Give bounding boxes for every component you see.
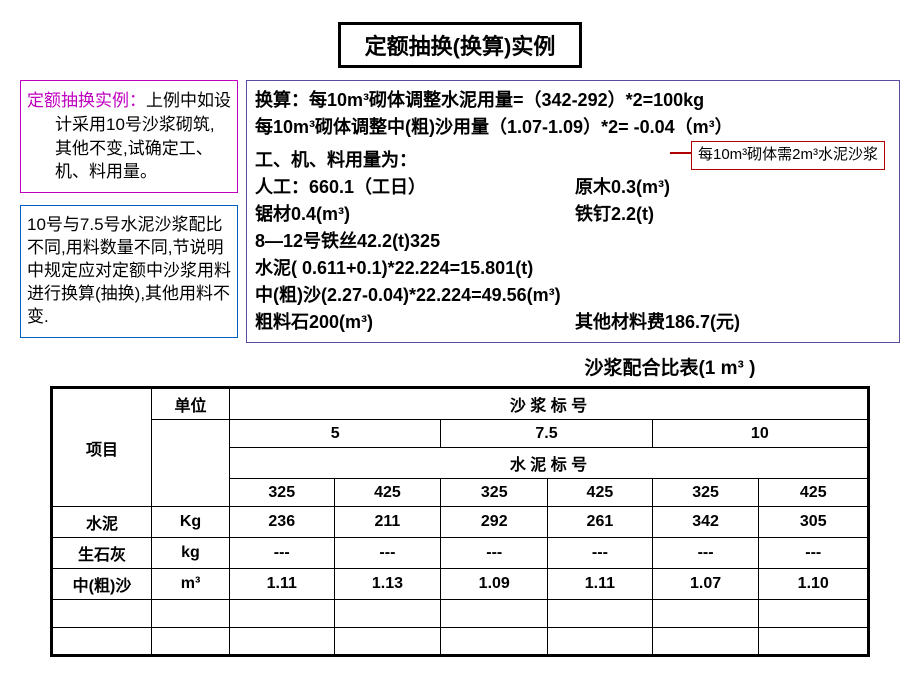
r0-4: 342 bbox=[652, 507, 759, 538]
table-row: 中(粗)沙 m³ 1.11 1.13 1.09 1.11 1.07 1.10 bbox=[52, 569, 869, 600]
r0-0: 236 bbox=[230, 507, 335, 538]
r0-u: Kg bbox=[152, 507, 230, 538]
th-item: 项目 bbox=[52, 388, 152, 507]
table-row bbox=[52, 628, 869, 656]
r1-0: --- bbox=[230, 538, 335, 569]
table-title: 沙浆配合比表(1 m³ ) bbox=[20, 353, 900, 380]
table-row bbox=[52, 600, 869, 628]
calc-l6: 8—12号铁丝42.2(t)325 bbox=[255, 228, 891, 255]
calc-l4: 人工：660.1（工日） 原木0.3(m³) bbox=[255, 174, 891, 201]
calc-l5a: 锯材0.4(m³) bbox=[255, 201, 575, 228]
sub-5: 425 bbox=[759, 479, 869, 507]
example-line1: 上例中如设 bbox=[146, 91, 231, 110]
title-box: 定额抽换(换算)实例 bbox=[338, 22, 583, 68]
th-unit-span bbox=[152, 420, 230, 507]
th-unit: 单位 bbox=[152, 388, 230, 420]
sub-3: 425 bbox=[548, 479, 653, 507]
sub-1: 425 bbox=[334, 479, 441, 507]
r1-5: --- bbox=[759, 538, 869, 569]
r0-3: 261 bbox=[548, 507, 653, 538]
calc-l9b: 其他材料费186.7(元) bbox=[575, 309, 740, 336]
table-row: 水泥 Kg 236 211 292 261 342 305 bbox=[52, 507, 869, 538]
top-row: 定额抽换实例：上例中如设 计采用10号沙浆砌筑,其他不变,试确定工、机、料用量。… bbox=[20, 80, 900, 343]
note-text: 10号与7.5号水泥沙浆配比不同,用料数量不同,节说明中规定应对定额中沙浆用料进… bbox=[27, 215, 231, 326]
r2-4: 1.07 bbox=[652, 569, 759, 600]
r1-4: --- bbox=[652, 538, 759, 569]
calc-l4b: 原木0.3(m³) bbox=[575, 174, 670, 201]
mark-5: 5 bbox=[230, 420, 441, 448]
r1-1: --- bbox=[334, 538, 441, 569]
th-cement: 水 泥 标 号 bbox=[230, 448, 869, 479]
mark-10: 10 bbox=[652, 420, 868, 448]
calc-l8: 中(粗)沙(2.27-0.04)*22.224=49.56(m³) bbox=[255, 282, 891, 309]
example-line2: 计采用10号沙浆砌筑,其他不变,试确定工、机、料用量。 bbox=[27, 113, 231, 184]
example-box: 定额抽换实例：上例中如设 计采用10号沙浆砌筑,其他不变,试确定工、机、料用量。 bbox=[20, 80, 238, 193]
r2-5: 1.10 bbox=[759, 569, 869, 600]
r1-u: kg bbox=[152, 538, 230, 569]
r0-1: 211 bbox=[334, 507, 441, 538]
r2-3: 1.11 bbox=[548, 569, 653, 600]
calc-l5b: 铁钉2.2(t) bbox=[575, 201, 654, 228]
sub-4: 325 bbox=[652, 479, 759, 507]
table-row: 项目 单位 沙 浆 标 号 bbox=[52, 388, 869, 420]
example-label: 定额抽换实例： bbox=[27, 91, 146, 110]
r0-n: 水泥 bbox=[52, 507, 152, 538]
calc-l7: 水泥( 0.611+0.1)*22.224=15.801(t) bbox=[255, 255, 891, 282]
r2-2: 1.09 bbox=[441, 569, 548, 600]
r0-5: 305 bbox=[759, 507, 869, 538]
table-row: 5 7.5 10 bbox=[52, 420, 869, 448]
calc-l9: 粗料石200(m³) 其他材料费186.7(元) bbox=[255, 309, 891, 336]
r1-n: 生石灰 bbox=[52, 538, 152, 569]
calc-l9a: 粗料石200(m³) bbox=[255, 309, 575, 336]
r1-2: --- bbox=[441, 538, 548, 569]
r2-n: 中(粗)沙 bbox=[52, 569, 152, 600]
left-column: 定额抽换实例：上例中如设 计采用10号沙浆砌筑,其他不变,试确定工、机、料用量。… bbox=[20, 80, 238, 338]
calc-l4a: 人工：660.1（工日） bbox=[255, 174, 575, 201]
callout-text: 每10m³砌体需2m³水泥沙浆 bbox=[698, 146, 878, 163]
calc-box: 换算：每10m³砌体调整水泥用量=（342-292）*2=100kg 每10m³… bbox=[246, 80, 900, 343]
mix-table: 项目 单位 沙 浆 标 号 5 7.5 10 水 泥 标 号 325 425 3… bbox=[50, 386, 870, 657]
calc-l1: 换算：每10m³砌体调整水泥用量=（342-292）*2=100kg bbox=[255, 87, 891, 114]
note-box: 10号与7.5号水泥沙浆配比不同,用料数量不同,节说明中规定应对定额中沙浆用料进… bbox=[20, 205, 238, 338]
r0-2: 292 bbox=[441, 507, 548, 538]
calc-l5: 锯材0.4(m³) 铁钉2.2(t) bbox=[255, 201, 891, 228]
r2-1: 1.13 bbox=[334, 569, 441, 600]
page-title: 定额抽换(换算)实例 bbox=[365, 34, 556, 59]
r2-0: 1.11 bbox=[230, 569, 335, 600]
sub-2: 325 bbox=[441, 479, 548, 507]
calc-l2: 每10m³砌体调整中(粗)沙用量（1.07-1.09）*2= -0.04（m³） bbox=[255, 114, 891, 141]
r1-3: --- bbox=[548, 538, 653, 569]
th-mortar: 沙 浆 标 号 bbox=[230, 388, 869, 420]
callout-box: 每10m³砌体需2m³水泥沙浆 bbox=[691, 141, 885, 170]
sub-0: 325 bbox=[230, 479, 335, 507]
mark-7-5: 7.5 bbox=[441, 420, 652, 448]
table-row: 生石灰 kg --- --- --- --- --- --- bbox=[52, 538, 869, 569]
r2-u: m³ bbox=[152, 569, 230, 600]
